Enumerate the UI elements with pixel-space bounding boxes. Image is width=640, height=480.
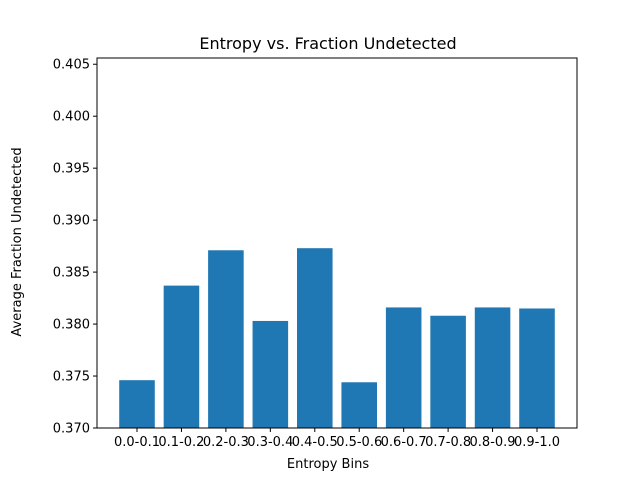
y-tick-label: 0.405 [53,58,90,73]
x-tick-label: 0.6-0.7 [381,435,427,450]
plot-frame [96,57,578,429]
bar-0.7-0.8 [430,315,466,428]
bar-0.0-0.1 [119,380,155,428]
x-tick-label: 0.8-0.9 [470,435,516,450]
bar-0.3-0.4 [252,320,289,428]
x-tick-label: 0.9-1.0 [514,435,560,450]
x-tick-label: 0.3-0.4 [247,435,293,450]
bar-0.9-1.0 [519,308,555,428]
y-tick-label: 0.370 [53,422,90,437]
y-tick-label: 0.390 [53,214,90,229]
plot-area: 0.370 0.375 0.380 0.385 0.390 0.395 0.400 0.405… [53,57,578,450]
y-tick-label: 0.400 [53,110,90,125]
bar-0.6-0.7 [385,307,422,428]
bar-0.8-0.9 [474,307,511,428]
x-tick-label: 0.1-0.2 [158,435,204,450]
x-tick-label: 0.4-0.5 [292,435,338,450]
y-tick-label: 0.380 [53,318,90,333]
chart-title: Entropy vs. Fraction Undetected [199,34,456,53]
x-axis-label: Entropy Bins [287,457,369,472]
bar-0.4-0.5 [297,248,333,428]
bar-0.1-0.2 [163,285,200,428]
bar-0.2-0.3 [208,250,244,428]
y-axis-label: Average Fraction Undetected [10,147,25,336]
x-tick-label: 0.7-0.8 [425,435,471,450]
x-tick-label: 0.2-0.3 [203,435,249,450]
y-tick-label: 0.395 [53,162,90,177]
y-tick-label: 0.385 [53,266,90,281]
x-tick-label: 0.5-0.6 [336,435,382,450]
bar-0.5-0.6 [341,382,377,428]
y-tick-label: 0.375 [53,370,90,385]
x-tick-label: 0.0-0.1 [114,435,160,450]
